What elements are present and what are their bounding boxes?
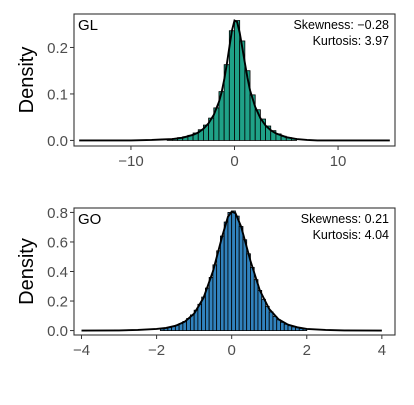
- histogram-bar: [227, 212, 233, 331]
- histogram-bar: [257, 289, 263, 331]
- y-tick-label: 0.8: [47, 205, 68, 222]
- x-tick-label: −4: [73, 342, 90, 359]
- histogram-bar: [265, 305, 270, 331]
- y-axis: 0.0 0.1 0.2: [47, 40, 74, 150]
- histogram-bar: [220, 235, 225, 331]
- y-tick-label: 0.4: [47, 264, 68, 281]
- panel-tag: GO: [78, 211, 101, 228]
- y-axis: 0.0 0.2 0.4 0.6 0.8: [47, 205, 74, 340]
- kurtosis-label: Kurtosis: 3.97: [313, 34, 389, 48]
- y-tick-label: 0.0: [47, 133, 68, 150]
- kurtosis-label: Kurtosis: 4.04: [313, 228, 389, 242]
- y-axis-title: Density: [16, 47, 38, 114]
- histogram-bar: [238, 226, 244, 331]
- histogram-bars: [159, 210, 308, 331]
- y-tick-label: 0.1: [47, 86, 68, 103]
- x-tick-label: 10: [330, 153, 347, 170]
- histogram-bar: [276, 319, 281, 331]
- y-tick-label: 0.6: [47, 234, 68, 251]
- histogram-bar: [212, 264, 218, 331]
- x-tick-label: −2: [148, 342, 165, 359]
- density-curve: [79, 19, 390, 142]
- histogram-bar: [246, 253, 251, 331]
- histogram-bar: [197, 303, 203, 331]
- y-tick-label: 0.2: [47, 294, 68, 311]
- histogram-bar: [272, 315, 278, 331]
- panel-gl: 0.0 0.1 0.2 −10 0 10 Density GL Skewness: −0…: [16, 13, 396, 170]
- y-axis-title: Density: [16, 238, 38, 305]
- histogram-bar: [250, 266, 255, 331]
- x-tick-label: 4: [378, 342, 386, 359]
- skewness-label: Skewness: −0.28: [293, 18, 389, 32]
- histogram-bar: [268, 311, 274, 331]
- x-tick-label: 0: [230, 153, 238, 170]
- panel-go: 0.0 0.2 0.4 0.6 0.8 −4 −2 0 2 4 Density GO Skewn…: [16, 205, 396, 359]
- histogram-bars: [166, 20, 298, 141]
- x-tick-label: 2: [303, 342, 311, 359]
- x-axis: −10 0 10: [118, 146, 346, 170]
- skewness-label: Skewness: 0.21: [301, 212, 389, 226]
- histogram-bar: [235, 215, 240, 331]
- histogram-bar: [223, 221, 229, 331]
- histogram-bar: [280, 321, 285, 331]
- histogram-bar: [204, 287, 210, 331]
- x-tick-label: −10: [118, 153, 143, 170]
- histogram-bar: [261, 298, 266, 331]
- y-tick-label: 0.0: [47, 323, 68, 340]
- histogram-bar: [216, 250, 221, 331]
- histogram-bar: [234, 20, 241, 141]
- histogram-bar: [201, 296, 206, 331]
- histogram-bar: [242, 239, 248, 331]
- y-tick-label: 0.2: [47, 40, 68, 57]
- histogram-bar: [208, 277, 214, 331]
- x-axis: −4 −2 0 2 4: [73, 335, 386, 359]
- histogram-bar: [231, 210, 236, 331]
- histogram-bar: [253, 279, 259, 331]
- x-tick-label: 0: [228, 342, 236, 359]
- panel-tag: GL: [78, 17, 98, 34]
- density-curve: [81, 210, 382, 332]
